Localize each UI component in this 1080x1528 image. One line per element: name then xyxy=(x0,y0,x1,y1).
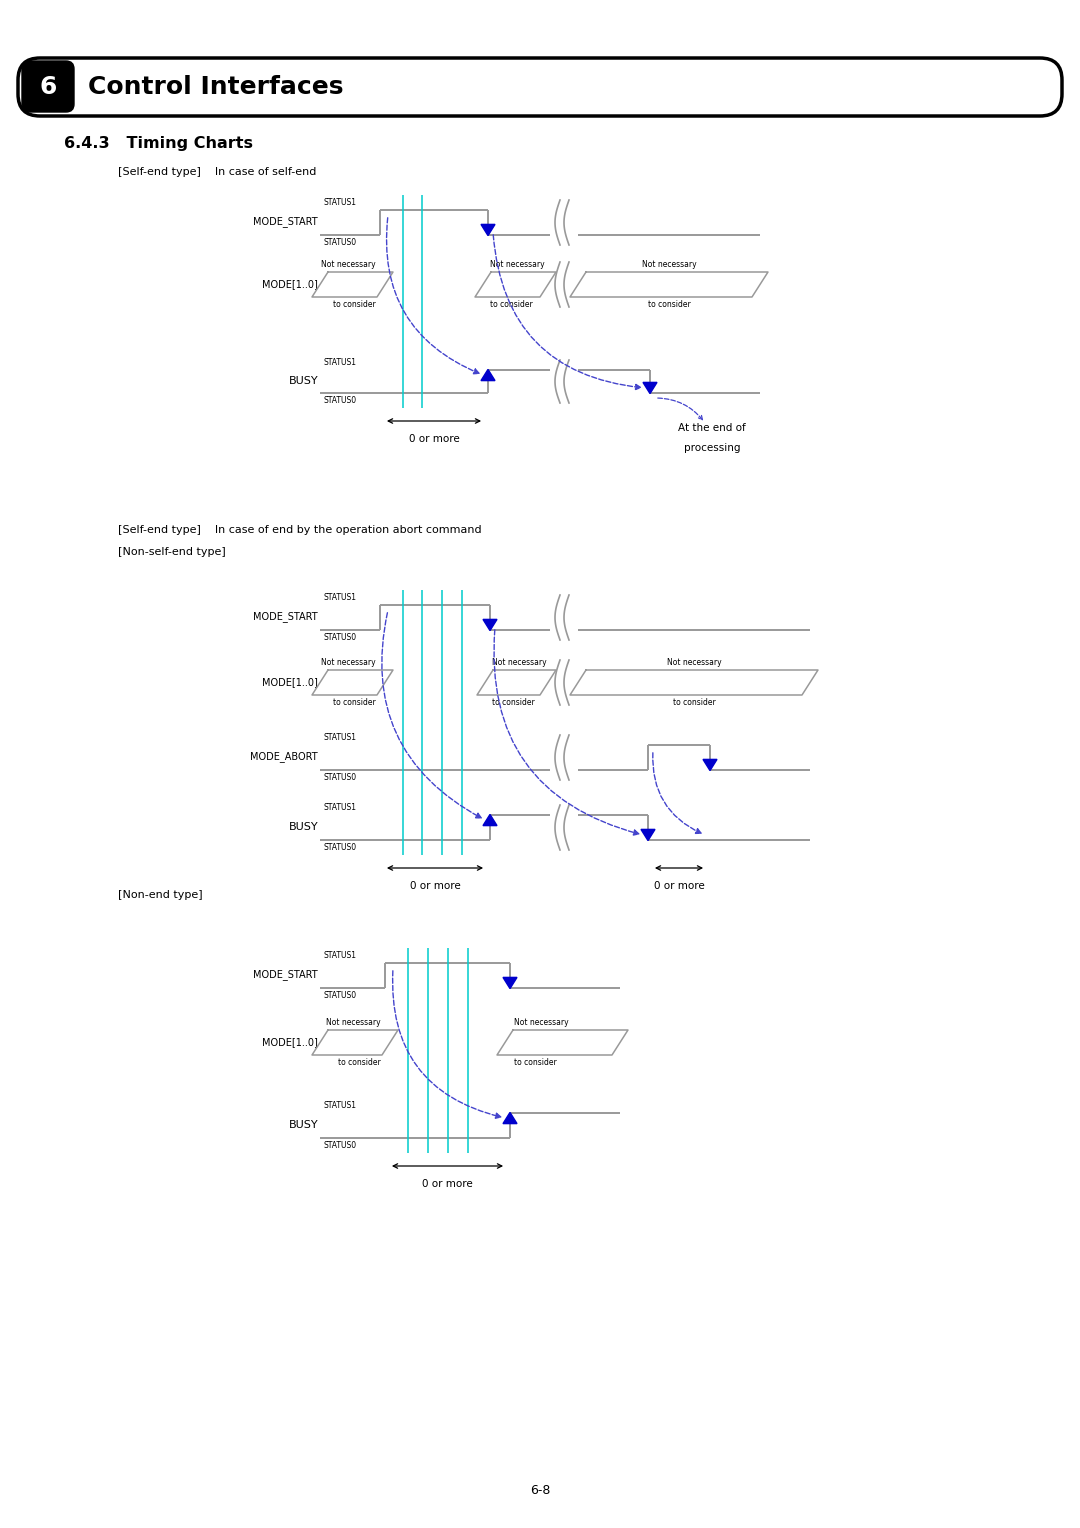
Polygon shape xyxy=(483,814,497,825)
Text: STATUS1: STATUS1 xyxy=(324,199,357,206)
Text: to consider: to consider xyxy=(648,299,690,309)
Text: to consider: to consider xyxy=(334,698,376,707)
Text: STATUS0: STATUS0 xyxy=(324,633,357,642)
Text: [Non-self-end type]: [Non-self-end type] xyxy=(118,547,226,558)
Text: Not necessary: Not necessary xyxy=(322,260,376,269)
Polygon shape xyxy=(503,978,517,989)
Text: 0 or more: 0 or more xyxy=(409,882,460,891)
Polygon shape xyxy=(481,225,495,235)
Text: MODE_START: MODE_START xyxy=(254,217,318,228)
Text: 6: 6 xyxy=(39,75,56,99)
Text: [Non-end type]: [Non-end type] xyxy=(118,889,203,900)
Text: Not necessary: Not necessary xyxy=(514,1018,569,1027)
Text: 6.4.3   Timing Charts: 6.4.3 Timing Charts xyxy=(64,136,253,150)
Text: MODE[1..0]: MODE[1..0] xyxy=(262,1038,318,1047)
FancyArrowPatch shape xyxy=(658,399,702,420)
Text: STATUS0: STATUS0 xyxy=(324,396,357,405)
Text: STATUS1: STATUS1 xyxy=(324,804,357,811)
Text: processing: processing xyxy=(684,443,740,452)
Text: BUSY: BUSY xyxy=(288,1120,318,1131)
Text: to consider: to consider xyxy=(334,299,376,309)
FancyArrowPatch shape xyxy=(382,613,482,817)
Text: Not necessary: Not necessary xyxy=(666,659,721,668)
Text: STATUS1: STATUS1 xyxy=(324,950,357,960)
FancyArrowPatch shape xyxy=(393,970,501,1118)
Text: STATUS0: STATUS0 xyxy=(324,773,357,782)
Text: MODE_START: MODE_START xyxy=(254,970,318,981)
Text: STATUS0: STATUS0 xyxy=(324,238,357,248)
Polygon shape xyxy=(483,619,497,631)
Text: Control Interfaces: Control Interfaces xyxy=(87,75,343,99)
Text: STATUS1: STATUS1 xyxy=(324,733,357,743)
Text: STATUS1: STATUS1 xyxy=(324,358,357,367)
Text: Not necessary: Not necessary xyxy=(642,260,697,269)
Text: At the end of: At the end of xyxy=(678,423,746,432)
Text: 0 or more: 0 or more xyxy=(653,882,704,891)
FancyArrowPatch shape xyxy=(387,219,480,374)
Text: STATUS1: STATUS1 xyxy=(324,1102,357,1109)
FancyBboxPatch shape xyxy=(18,58,1062,116)
Polygon shape xyxy=(703,759,717,770)
Text: [Self-end type]    In case of end by the operation abort command: [Self-end type] In case of end by the op… xyxy=(118,526,482,535)
Text: MODE_START: MODE_START xyxy=(254,611,318,622)
Text: to consider: to consider xyxy=(492,698,535,707)
Polygon shape xyxy=(503,1112,517,1123)
Text: MODE[1..0]: MODE[1..0] xyxy=(262,677,318,688)
Text: Not necessary: Not necessary xyxy=(326,1018,381,1027)
FancyArrowPatch shape xyxy=(494,235,640,390)
Text: BUSY: BUSY xyxy=(288,376,318,387)
Text: Not necessary: Not necessary xyxy=(490,260,544,269)
Text: to consider: to consider xyxy=(490,299,532,309)
Text: BUSY: BUSY xyxy=(288,822,318,833)
Text: to consider: to consider xyxy=(338,1057,381,1067)
Text: MODE_ABORT: MODE_ABORT xyxy=(251,752,318,762)
Text: to consider: to consider xyxy=(673,698,715,707)
Text: 0 or more: 0 or more xyxy=(408,434,459,445)
Text: Not necessary: Not necessary xyxy=(322,659,376,668)
Polygon shape xyxy=(481,370,495,380)
Text: MODE[1..0]: MODE[1..0] xyxy=(262,280,318,289)
Text: STATUS0: STATUS0 xyxy=(324,1141,357,1151)
Text: Not necessary: Not necessary xyxy=(492,659,546,668)
Text: 6-8: 6-8 xyxy=(530,1484,550,1496)
Text: 0 or more: 0 or more xyxy=(421,1180,472,1189)
FancyBboxPatch shape xyxy=(22,61,75,112)
FancyArrowPatch shape xyxy=(652,753,701,833)
Text: STATUS1: STATUS1 xyxy=(324,593,357,602)
FancyArrowPatch shape xyxy=(494,630,638,834)
Text: STATUS0: STATUS0 xyxy=(324,992,357,999)
Text: [Self-end type]    In case of self-end: [Self-end type] In case of self-end xyxy=(118,167,316,177)
Text: STATUS0: STATUS0 xyxy=(324,843,357,853)
Polygon shape xyxy=(642,830,654,840)
Text: to consider: to consider xyxy=(514,1057,557,1067)
Polygon shape xyxy=(643,382,657,394)
